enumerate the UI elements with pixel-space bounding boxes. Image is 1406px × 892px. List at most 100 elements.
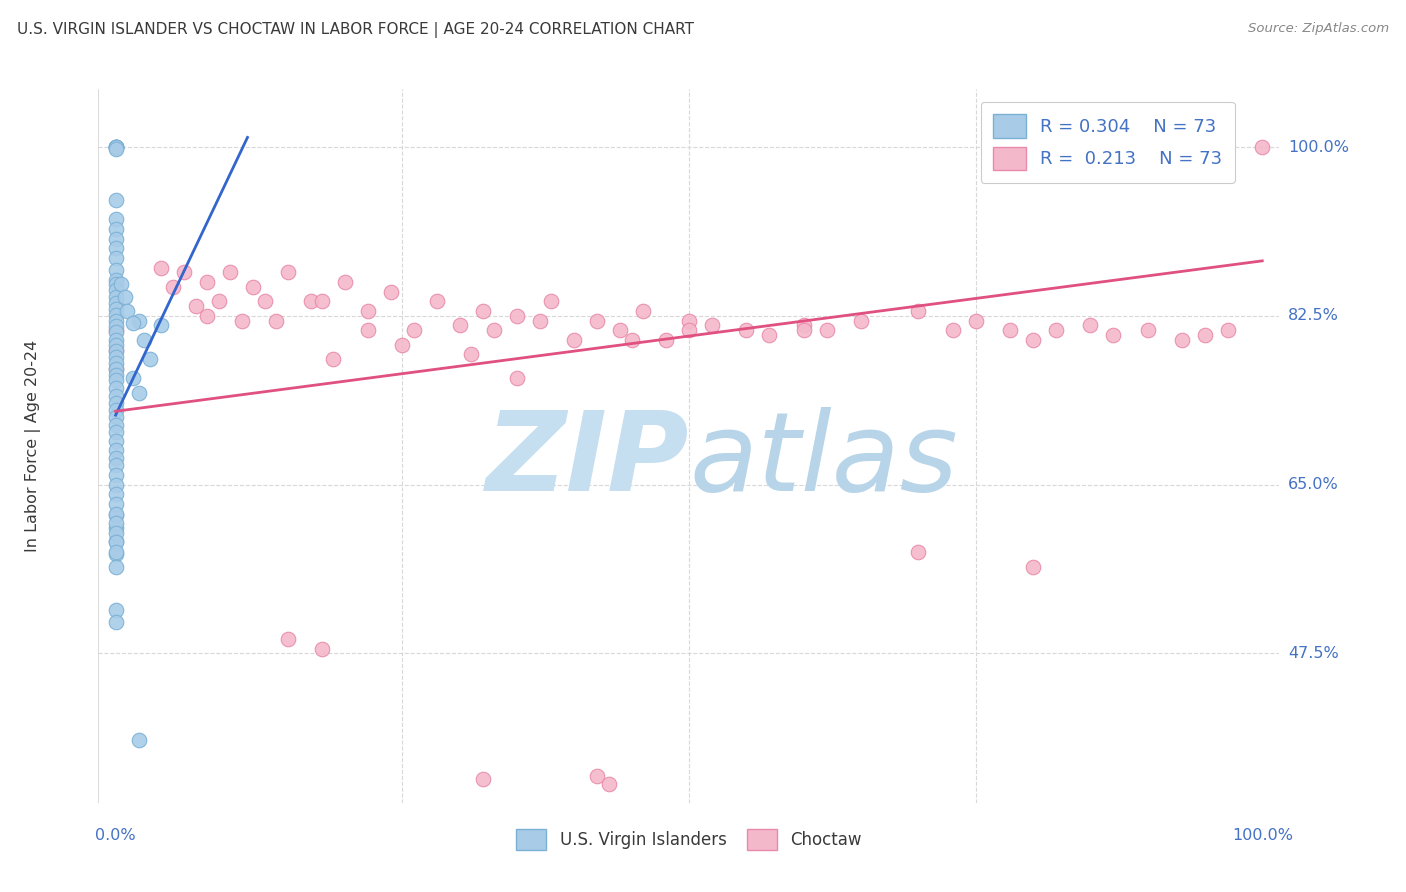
Point bbox=[1078, 318, 1101, 333]
Point bbox=[793, 318, 815, 333]
Point bbox=[471, 304, 494, 318]
Point bbox=[104, 467, 127, 482]
Point bbox=[242, 280, 264, 294]
Point bbox=[678, 323, 700, 337]
Point bbox=[1171, 333, 1194, 347]
Text: 82.5%: 82.5% bbox=[1288, 309, 1339, 323]
Point bbox=[139, 352, 162, 367]
Point bbox=[104, 289, 127, 303]
Point bbox=[609, 323, 631, 337]
Point bbox=[735, 323, 758, 337]
Point bbox=[104, 222, 127, 236]
Point bbox=[195, 275, 218, 289]
Point bbox=[598, 776, 620, 790]
Point bbox=[104, 434, 127, 449]
Point bbox=[104, 273, 127, 287]
Point bbox=[104, 615, 127, 629]
Point bbox=[655, 333, 678, 347]
Point bbox=[700, 318, 723, 333]
Point bbox=[104, 333, 127, 347]
Point bbox=[150, 318, 173, 333]
Point bbox=[391, 337, 413, 351]
Point bbox=[104, 241, 127, 255]
Point bbox=[620, 333, 643, 347]
Point bbox=[114, 289, 136, 303]
Point bbox=[1136, 323, 1159, 337]
Point bbox=[104, 547, 127, 561]
Point bbox=[426, 294, 449, 309]
Point bbox=[121, 371, 143, 385]
Point bbox=[104, 301, 127, 316]
Point bbox=[942, 323, 965, 337]
Point bbox=[104, 351, 127, 365]
Point bbox=[562, 333, 585, 347]
Point bbox=[849, 313, 872, 327]
Point bbox=[586, 769, 609, 783]
Point bbox=[529, 313, 551, 327]
Point bbox=[678, 313, 700, 327]
Point bbox=[104, 140, 127, 154]
Point bbox=[104, 277, 127, 291]
Point bbox=[540, 294, 562, 309]
Point bbox=[482, 323, 505, 337]
Text: 0.0%: 0.0% bbox=[96, 828, 136, 843]
Point bbox=[150, 260, 173, 275]
Point bbox=[998, 323, 1021, 337]
Point bbox=[219, 265, 242, 279]
Point bbox=[104, 140, 127, 154]
Point bbox=[162, 280, 184, 294]
Point bbox=[1045, 323, 1067, 337]
Point bbox=[506, 309, 529, 323]
Text: 65.0%: 65.0% bbox=[1288, 477, 1339, 492]
Point bbox=[758, 328, 780, 343]
Point bbox=[277, 632, 299, 646]
Point bbox=[104, 337, 127, 351]
Point bbox=[104, 389, 127, 403]
Point bbox=[104, 308, 127, 322]
Text: 100.0%: 100.0% bbox=[1288, 139, 1348, 154]
Point bbox=[104, 140, 127, 154]
Point bbox=[173, 265, 195, 279]
Point bbox=[104, 381, 127, 395]
Point bbox=[104, 425, 127, 440]
Point bbox=[104, 507, 127, 521]
Point bbox=[104, 344, 127, 359]
Point bbox=[815, 323, 838, 337]
Point bbox=[402, 323, 425, 337]
Point bbox=[110, 277, 132, 291]
Point bbox=[471, 772, 494, 786]
Text: In Labor Force | Age 20-24: In Labor Force | Age 20-24 bbox=[25, 340, 41, 552]
Point bbox=[208, 294, 231, 309]
Point bbox=[104, 442, 127, 457]
Point bbox=[104, 545, 127, 559]
Point bbox=[631, 304, 654, 318]
Point bbox=[1022, 333, 1045, 347]
Point bbox=[115, 304, 138, 318]
Legend: U.S. Virgin Islanders, Choctaw: U.S. Virgin Islanders, Choctaw bbox=[508, 821, 870, 859]
Point bbox=[104, 232, 127, 246]
Point bbox=[104, 193, 127, 207]
Point bbox=[311, 294, 333, 309]
Point bbox=[104, 283, 127, 297]
Point bbox=[104, 319, 127, 334]
Point bbox=[104, 140, 127, 154]
Text: 47.5%: 47.5% bbox=[1288, 646, 1339, 661]
Point bbox=[299, 294, 322, 309]
Point bbox=[965, 313, 987, 327]
Point bbox=[121, 316, 143, 330]
Point bbox=[907, 304, 929, 318]
Point bbox=[1022, 559, 1045, 574]
Point bbox=[104, 212, 127, 227]
Point bbox=[333, 275, 356, 289]
Point bbox=[104, 417, 127, 432]
Point bbox=[104, 525, 127, 540]
Point bbox=[104, 477, 127, 491]
Point bbox=[1251, 140, 1274, 154]
Point bbox=[104, 251, 127, 265]
Point bbox=[104, 603, 127, 617]
Point bbox=[231, 313, 253, 327]
Point bbox=[104, 533, 127, 548]
Point bbox=[1216, 323, 1239, 337]
Point bbox=[104, 395, 127, 409]
Text: U.S. VIRGIN ISLANDER VS CHOCTAW IN LABOR FORCE | AGE 20-24 CORRELATION CHART: U.S. VIRGIN ISLANDER VS CHOCTAW IN LABOR… bbox=[17, 22, 695, 38]
